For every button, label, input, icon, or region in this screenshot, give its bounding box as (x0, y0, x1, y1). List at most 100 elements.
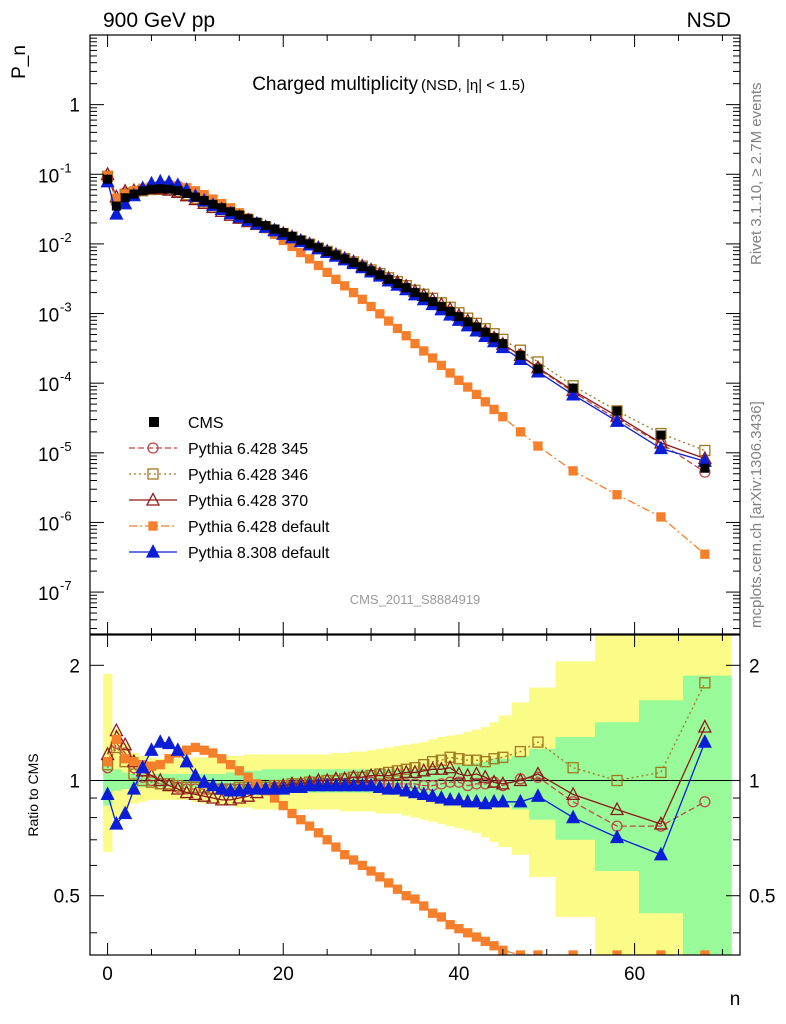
series-marker-ratio (100, 786, 115, 801)
series-marker-ratio (190, 742, 201, 753)
series-marker-ratio (480, 936, 490, 946)
data-point-cms (568, 383, 578, 393)
series-marker-ratio (313, 828, 324, 838)
series-marker-ratio (311, 777, 326, 792)
x-axis-label: n (730, 989, 741, 1010)
series-marker-ratio (460, 793, 475, 808)
series-marker-top (410, 338, 420, 349)
series-marker-ratio (331, 842, 341, 852)
series-marker-top (533, 441, 543, 451)
series-marker-ratio (697, 734, 712, 748)
series-marker-ratio (111, 734, 122, 745)
series-marker-ratio (320, 777, 335, 792)
energy-label: 900 GeV pp (103, 9, 215, 32)
y-tick-label-exponent: -3 (60, 300, 72, 315)
legend-swatch-marker (145, 544, 161, 558)
series-marker-ratio (208, 748, 218, 758)
series-marker-ratio (478, 769, 493, 783)
data-point-cms (340, 254, 350, 264)
series-marker-ratio (278, 800, 288, 811)
series-marker-top (568, 466, 578, 476)
series-marker-ratio (302, 777, 317, 792)
series-marker-ratio (181, 745, 192, 755)
series-marker-top (313, 260, 324, 271)
series-marker-ratio (497, 751, 509, 763)
series-marker-ratio (383, 878, 394, 888)
series-marker-ratio (566, 809, 581, 824)
series-marker-ratio (410, 894, 420, 904)
series-marker-ratio (451, 766, 466, 780)
data-point-cms (190, 192, 200, 202)
series-marker-ratio (304, 821, 315, 831)
series-marker-ratio (102, 757, 113, 767)
series-marker-ratio (567, 762, 579, 774)
series-marker-ratio (390, 766, 405, 780)
data-point-cms (656, 430, 666, 440)
series-marker-ratio (267, 781, 282, 795)
series-marker-ratio (225, 760, 236, 770)
series-marker-top (375, 309, 385, 319)
y-tick-label-exponent: -7 (60, 578, 72, 593)
y-tick-label-base: 10 (38, 375, 59, 396)
y-tick-label-exponent: -6 (60, 508, 72, 523)
series-marker-top (427, 353, 438, 363)
data-point-cms (375, 270, 385, 280)
series-marker-ratio (399, 764, 414, 779)
series-marker-ratio (109, 816, 124, 830)
series-marker-ratio (153, 734, 168, 748)
data-point-cms (129, 189, 139, 199)
series-marker-top (109, 206, 124, 220)
side-label-top: Rivet 3.1.10, ≥ 2.7M events (748, 83, 765, 266)
series-marker-ratio (214, 791, 229, 806)
data-point-cms (401, 283, 411, 293)
series-marker-ratio (135, 759, 150, 774)
data-point-cms (287, 231, 297, 241)
series-marker-ratio (120, 754, 130, 764)
data-point-cms (700, 463, 710, 473)
series-marker-ratio (364, 777, 379, 792)
rivet-label: Rivet 3.1.10, ≥ 2.7M events (748, 83, 765, 266)
legend-label: Pythia 6.428 default (188, 519, 330, 536)
ratio-panel (100, 677, 712, 955)
legend-entry: Pythia 6.428 346 (129, 467, 308, 484)
data-point-cms (357, 262, 367, 272)
legend-entry: Pythia 6.428 default (129, 519, 330, 536)
series-marker-ratio (653, 816, 669, 830)
series-marker-top (498, 412, 508, 422)
data-point-cms (146, 184, 156, 194)
series-marker-top (489, 404, 499, 415)
analysis-tag: CMS_2011_S8884919 (350, 592, 481, 607)
series-marker-ratio (479, 756, 491, 768)
data-point-cms (445, 306, 455, 316)
series-marker-ratio (451, 791, 466, 806)
data-point-cms (252, 217, 262, 227)
series-marker-ratio (118, 805, 133, 820)
data-point-cms (498, 339, 508, 349)
data-point-cms (349, 258, 359, 268)
data-point-cms (515, 350, 525, 360)
series-marker-ratio (530, 788, 546, 802)
series-marker-ratio (144, 742, 159, 756)
series-marker-ratio (258, 781, 273, 795)
mcplots-label: mcplots.cern.ch [arXiv:1306.3436] (748, 401, 765, 628)
legend-swatch-marker (147, 468, 159, 480)
series-marker-ratio (161, 777, 177, 792)
series-marker-ratio (337, 777, 352, 792)
series-marker-ratio (513, 793, 528, 808)
series-marker-ratio (179, 784, 194, 799)
series-marker-top (436, 360, 447, 371)
series-marker-top (296, 247, 306, 258)
series-marker-ratio (164, 754, 174, 764)
series-marker-ratio (199, 745, 209, 755)
series-marker-ratio (392, 884, 403, 894)
data-point-cms (199, 196, 209, 206)
series-marker-ratio (355, 777, 370, 792)
series-marker-ratio (416, 762, 431, 777)
data-point-cms (138, 186, 148, 196)
series-marker-top (480, 397, 490, 407)
data-point-cms (480, 327, 490, 337)
band-inner-bin (472, 763, 482, 800)
series-marker-ratio (434, 790, 449, 804)
data-point-cms (296, 235, 306, 245)
